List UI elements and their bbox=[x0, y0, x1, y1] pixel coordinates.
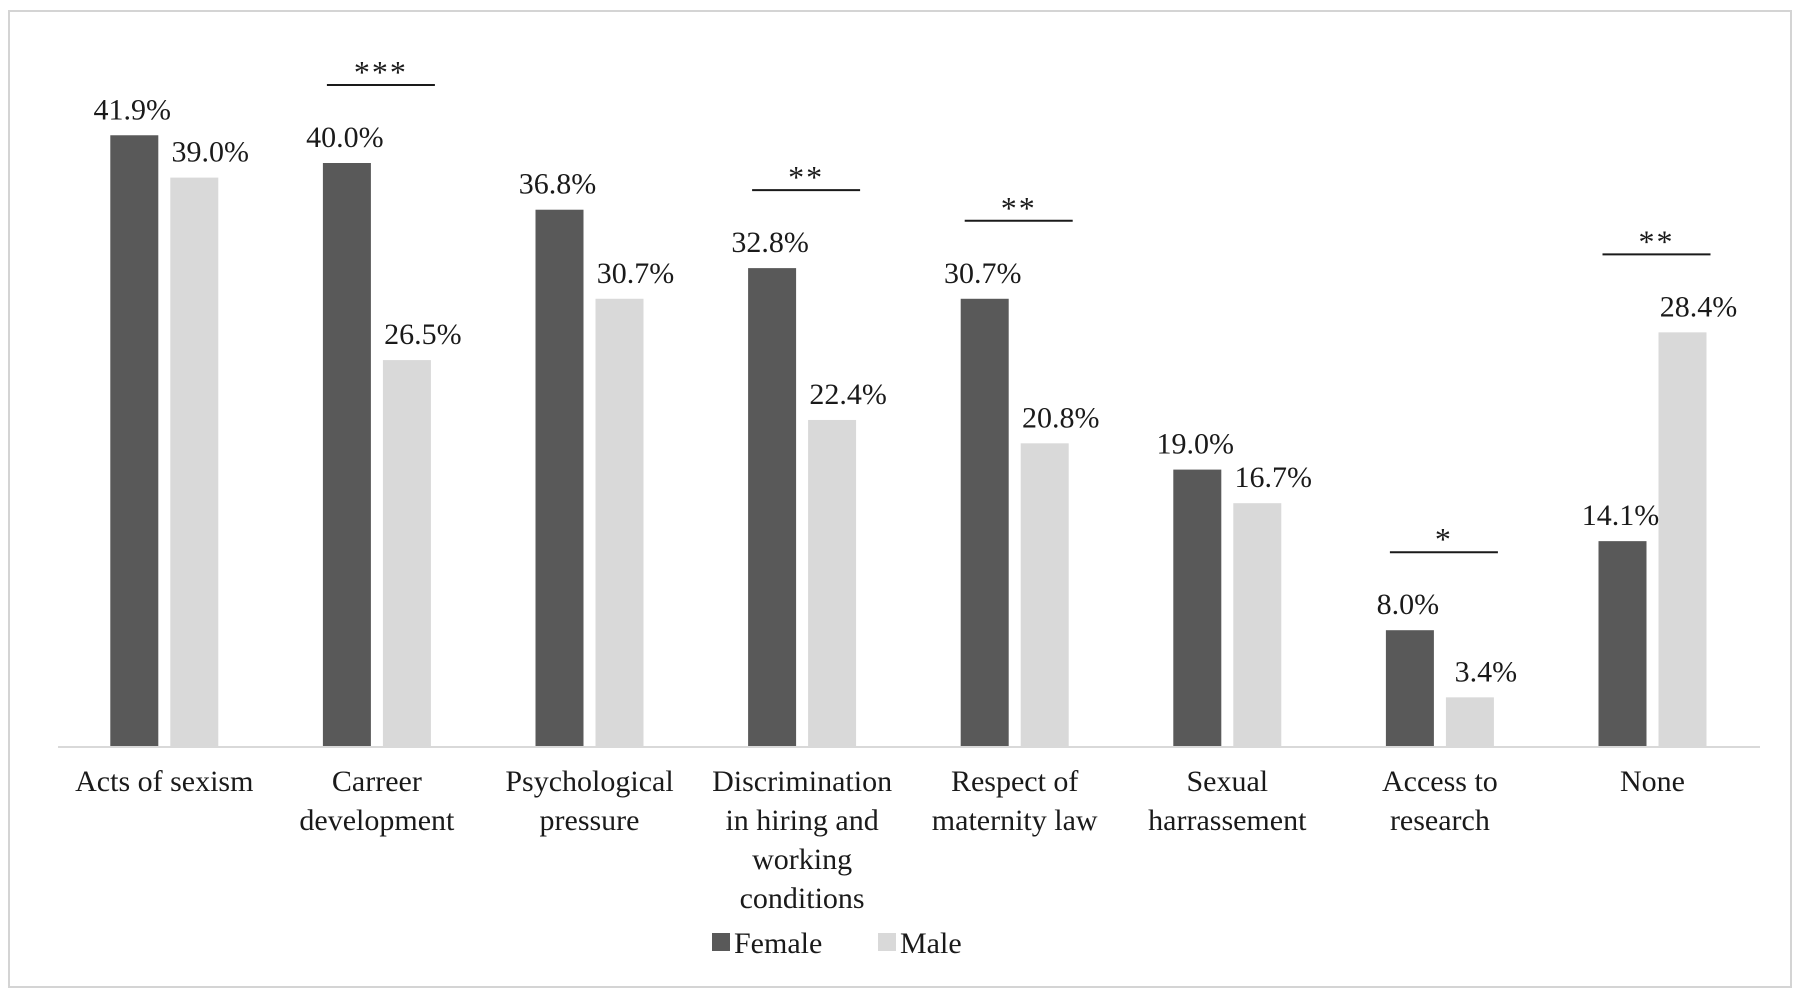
value-label-female: 8.0% bbox=[1377, 588, 1440, 621]
legend-label-female: Female bbox=[734, 927, 822, 960]
bar-male bbox=[808, 419, 857, 747]
category-label: Acts of sexism bbox=[75, 765, 253, 798]
category-label-line: conditions bbox=[740, 882, 865, 915]
category-label-line: development bbox=[299, 804, 455, 837]
bar-male bbox=[595, 298, 644, 747]
value-label-female: 14.1% bbox=[1582, 499, 1660, 532]
bar-male bbox=[1445, 697, 1494, 747]
category-label-line: Acts of sexism bbox=[75, 765, 253, 798]
significance-stars: ** bbox=[1639, 223, 1675, 259]
bar-female bbox=[322, 163, 371, 747]
chart-frame bbox=[8, 10, 1792, 988]
value-label-male: 3.4% bbox=[1455, 655, 1518, 688]
category-label-line: Carreer bbox=[332, 765, 422, 798]
value-label-female: 32.8% bbox=[731, 226, 809, 259]
bars-layer bbox=[110, 135, 1707, 748]
legend-swatch-male bbox=[878, 933, 896, 951]
category-labels-layer: Acts of sexism Carreer development Psycholo… bbox=[75, 765, 1685, 915]
value-label-female: 40.0% bbox=[306, 121, 384, 154]
category-label: Psychological pressure bbox=[505, 765, 673, 837]
bar-female bbox=[110, 135, 159, 747]
bar-female bbox=[1385, 630, 1434, 747]
category-label: Respect of maternity law bbox=[932, 765, 1098, 837]
category-label-line: Sexual bbox=[1186, 765, 1268, 798]
value-label-female: 30.7% bbox=[944, 257, 1022, 290]
bar-male bbox=[170, 177, 219, 748]
bar-female bbox=[1598, 541, 1647, 747]
bar-male bbox=[1233, 503, 1282, 747]
bar-female bbox=[535, 209, 584, 748]
significance-stars: ** bbox=[788, 159, 824, 195]
value-label-male: 28.4% bbox=[1660, 290, 1738, 323]
category-label: Discrimination in hiring and working condit… bbox=[712, 765, 892, 915]
bar-male bbox=[382, 360, 431, 747]
value-labels-layer: 41.9%39.0% 40.0% 26.5% 36.8% 30.7% 32.8% 22.4%… bbox=[94, 93, 1738, 688]
category-label: None bbox=[1620, 765, 1685, 798]
category-label-line: Access to bbox=[1382, 765, 1498, 798]
significance-stars: *** bbox=[354, 54, 408, 90]
legend-swatch-female bbox=[712, 933, 730, 951]
bar-female bbox=[960, 298, 1009, 747]
significance-stars: ** bbox=[1001, 190, 1037, 226]
value-label-male: 20.8% bbox=[1022, 401, 1100, 434]
value-label-male: 26.5% bbox=[384, 318, 462, 351]
category-label-line: harrassement bbox=[1148, 804, 1307, 837]
significance-stars: * bbox=[1435, 521, 1453, 557]
category-label-line: maternity law bbox=[932, 804, 1098, 837]
value-label-female: 36.8% bbox=[519, 168, 597, 201]
category-label-line: pressure bbox=[540, 804, 640, 837]
value-label-male: 39.0% bbox=[172, 136, 250, 169]
category-label-line: None bbox=[1620, 765, 1685, 798]
category-label-line: research bbox=[1390, 804, 1490, 837]
legend-label-male: Male bbox=[900, 927, 962, 960]
category-label: Sexual harrassement bbox=[1148, 765, 1307, 837]
value-label-male: 22.4% bbox=[809, 378, 887, 411]
significance-layer: ********** bbox=[326, 54, 1711, 557]
category-label-line: in hiring and bbox=[725, 804, 878, 837]
bar-female bbox=[748, 268, 797, 747]
bar-male bbox=[1658, 332, 1707, 747]
category-label-line: Respect of bbox=[951, 765, 1078, 798]
value-label-female: 19.0% bbox=[1157, 428, 1235, 461]
category-label-line: Discrimination bbox=[712, 765, 892, 798]
value-label-female: 41.9% bbox=[94, 93, 172, 126]
legend: Female Male bbox=[712, 927, 962, 960]
value-label-male: 30.7% bbox=[597, 257, 675, 290]
category-label: Access to research bbox=[1382, 765, 1498, 837]
category-label-line: Psychological bbox=[505, 765, 673, 798]
value-label-male: 16.7% bbox=[1235, 461, 1313, 494]
bar-female bbox=[1173, 469, 1222, 747]
category-label: Carreer development bbox=[299, 765, 455, 837]
bar-male bbox=[1020, 443, 1069, 747]
category-label-line: working bbox=[752, 843, 852, 876]
